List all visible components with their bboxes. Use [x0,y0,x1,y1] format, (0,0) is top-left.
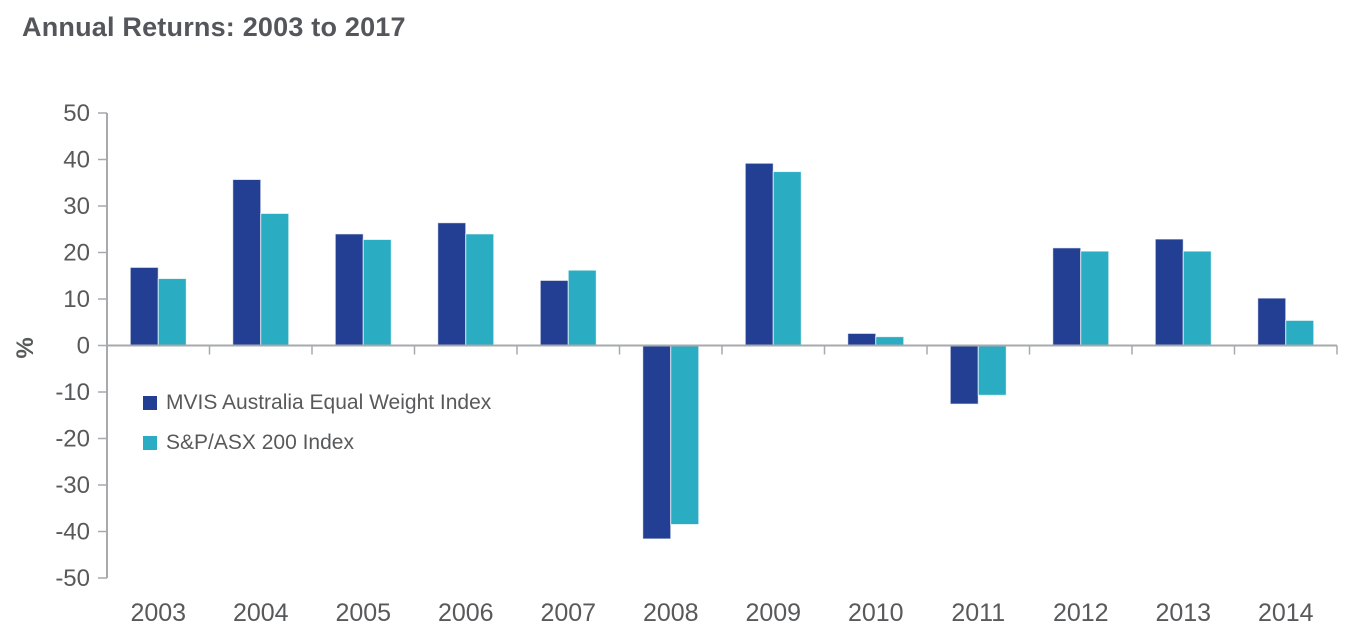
y-tick-label: -50 [55,565,90,592]
bar-2007-series0 [539,279,569,346]
legend-item-asx: S&P/ASX 200 Index [143,431,491,454]
bar-2010-series1 [875,336,905,347]
bar-2013-series1 [1182,250,1212,346]
x-tick-label: 2003 [130,599,186,627]
bar-2009-series0 [744,162,774,346]
bar-2013-series0 [1154,238,1184,346]
bar-2006-series1 [465,233,495,346]
bar-2012-series0 [1052,247,1082,347]
bar-2011-series0 [949,345,979,405]
bar-2005-series0 [334,233,364,346]
y-tick-label: 20 [63,240,90,267]
x-tick-label: 2012 [1053,599,1109,627]
legend-label-asx: S&P/ASX 200 Index [166,431,354,454]
legend-item-mvis: MVIS Australia Equal Weight Index [143,391,492,414]
y-tick-label: 30 [63,193,90,220]
bar-2008-series0 [642,345,672,540]
chart-title: Annual Returns: 2003 to 2017 [22,12,406,42]
x-tick-label: 2004 [233,599,289,627]
x-tick-label: 2009 [745,599,801,627]
legend-swatch-mvis-icon [143,396,157,410]
y-axis-title: % [12,337,39,358]
legend-label-mvis: MVIS Australia Equal Weight Index [166,391,492,414]
x-tick-label: 2013 [1155,599,1211,627]
x-tick-label: 2006 [438,599,494,627]
y-tick-label: 0 [77,333,90,360]
bar-2014-series1 [1285,319,1315,347]
bar-2004-series1 [260,212,290,346]
bar-2011-series1 [977,345,1007,396]
y-tick-label: -30 [55,472,90,499]
legend-swatch-asx-icon [143,436,157,450]
bar-2012-series1 [1080,250,1110,346]
y-tick-label: -20 [55,426,90,453]
y-tick-label: -40 [55,519,90,546]
bar-2007-series1 [567,269,597,347]
legend: MVIS Australia Equal Weight Index S&P/AS… [143,391,492,472]
bar-2006-series0 [437,222,467,347]
bar-2005-series1 [362,238,392,346]
x-tick-label: 2005 [335,599,391,627]
y-tick-label: -10 [55,379,90,406]
bar-2004-series0 [232,178,262,346]
bar-2003-series1 [157,278,187,347]
bar-2008-series1 [670,345,700,526]
x-tick-label: 2010 [848,599,904,627]
y-tick-label: 40 [63,147,90,174]
x-tick-label: 2014 [1258,599,1314,627]
x-tick-label: 2011 [951,599,1005,627]
bar-2009-series1 [772,171,802,346]
y-tick-label: 50 [63,100,90,127]
x-tick-label: 2008 [643,599,699,627]
bar-2014-series0 [1257,297,1287,347]
bar-2003-series0 [129,266,159,347]
x-tick-label: 2007 [540,599,596,627]
bar-2010-series0 [847,332,877,347]
y-tick-label: 10 [63,286,90,313]
